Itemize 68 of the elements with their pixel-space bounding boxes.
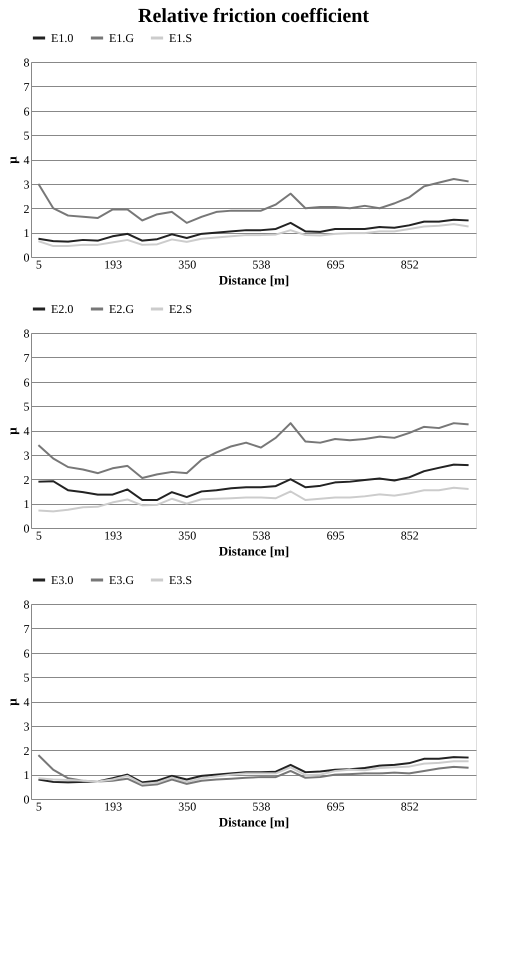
x-tick-label: 695 bbox=[326, 800, 345, 814]
x-tick-label: 852 bbox=[400, 528, 419, 542]
line-series bbox=[37, 422, 470, 480]
x-tick-label: 350 bbox=[178, 800, 196, 814]
x-axis-title: Distance [m] bbox=[218, 814, 290, 830]
x-tick-label: 695 bbox=[326, 528, 345, 542]
x-axis-title: Distance [m] bbox=[218, 272, 290, 288]
x-tick-label: 350 bbox=[178, 528, 196, 542]
line-series bbox=[37, 178, 470, 224]
legend-label: E3.0 bbox=[51, 573, 74, 587]
x-axis-title: Distance [m] bbox=[218, 544, 290, 558]
y-tick-label: 7 bbox=[24, 350, 30, 365]
x-tick-label: 193 bbox=[104, 528, 122, 542]
y-tick-label: 1 bbox=[24, 768, 30, 782]
y-tick-label: 6 bbox=[24, 104, 30, 118]
y-tick-label: 2 bbox=[24, 744, 30, 758]
y-tick-label: 4 bbox=[24, 153, 30, 167]
legend-label: E1.S bbox=[169, 31, 192, 45]
line-series bbox=[37, 223, 470, 248]
x-tick-label: 5 bbox=[36, 528, 42, 542]
legend-label: E1.G bbox=[109, 31, 134, 45]
x-tick-label: 538 bbox=[252, 800, 270, 814]
y-tick-label: 4 bbox=[24, 424, 30, 438]
legend-label: E3.S bbox=[169, 573, 192, 587]
y-tick-label: 0 bbox=[24, 522, 30, 536]
line-series bbox=[37, 486, 470, 512]
y-tick-label: 5 bbox=[24, 400, 30, 414]
line-series bbox=[37, 464, 470, 501]
y-axis-title: μ bbox=[4, 698, 20, 706]
y-tick-label: 8 bbox=[24, 326, 30, 340]
x-tick-label: 193 bbox=[104, 258, 122, 272]
legend-label: E3.G bbox=[109, 573, 134, 587]
legend-label: E2.0 bbox=[51, 302, 74, 316]
y-tick-label: 2 bbox=[24, 202, 30, 216]
y-tick-label: 0 bbox=[24, 250, 30, 264]
y-tick-label: 3 bbox=[24, 719, 30, 734]
x-tick-label: 852 bbox=[400, 258, 419, 272]
y-tick-label: 8 bbox=[24, 56, 30, 70]
y-tick-label: 0 bbox=[24, 792, 30, 806]
x-tick-label: 695 bbox=[326, 258, 345, 272]
line-series bbox=[37, 218, 470, 243]
x-tick-label: 538 bbox=[252, 528, 270, 542]
y-tick-label: 4 bbox=[24, 695, 30, 709]
y-axis-title: μ bbox=[4, 426, 20, 435]
y-tick-label: 7 bbox=[24, 80, 30, 94]
x-tick-label: 193 bbox=[104, 800, 122, 814]
y-tick-label: 8 bbox=[24, 598, 30, 612]
x-tick-label: 5 bbox=[36, 800, 42, 814]
y-tick-label: 1 bbox=[24, 497, 30, 512]
y-tick-label: 6 bbox=[24, 646, 30, 660]
y-tick-label: 5 bbox=[24, 128, 30, 143]
x-tick-label: 538 bbox=[252, 258, 270, 272]
x-tick-label: 350 bbox=[178, 258, 196, 272]
y-tick-label: 7 bbox=[24, 622, 30, 636]
chart-title: Relative friction coefficient bbox=[138, 5, 370, 27]
x-tick-label: 5 bbox=[36, 258, 42, 272]
y-tick-label: 3 bbox=[24, 448, 30, 462]
y-tick-label: 2 bbox=[24, 472, 30, 487]
y-tick-label: 6 bbox=[24, 375, 30, 390]
y-axis-title: μ bbox=[4, 156, 20, 164]
y-tick-label: 3 bbox=[24, 177, 30, 192]
legend-label: E1.0 bbox=[51, 31, 74, 45]
x-tick-label: 852 bbox=[400, 800, 419, 814]
legend-label: E2.G bbox=[109, 302, 134, 316]
y-tick-label: 1 bbox=[24, 226, 30, 240]
y-tick-label: 5 bbox=[24, 670, 30, 685]
legend-label: E2.S bbox=[169, 302, 192, 316]
line-series bbox=[37, 760, 470, 785]
